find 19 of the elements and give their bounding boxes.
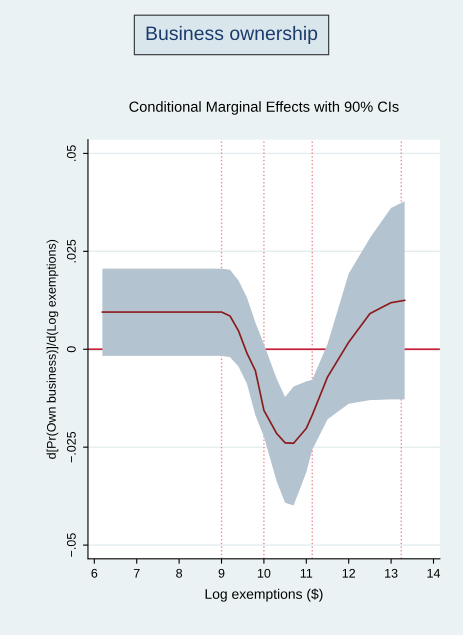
x-tick-label: 11 bbox=[300, 568, 312, 578]
x-tick-label: 14 bbox=[427, 568, 440, 578]
chart-title: Business ownership bbox=[146, 26, 318, 44]
x-tick-label: 10 bbox=[258, 568, 270, 578]
x-tick-label: 8 bbox=[176, 568, 182, 578]
chart-subtitle: Conditional Marginal Effects with 90% CIs bbox=[129, 101, 399, 115]
y-tick-label: .05 bbox=[66, 145, 76, 161]
x-tick-label: 7 bbox=[134, 568, 140, 578]
x-tick-label: 6 bbox=[91, 568, 98, 578]
y-tick-label: 0 bbox=[66, 346, 76, 352]
y-tick-label: .025 bbox=[66, 240, 76, 262]
x-tick-label: 12 bbox=[342, 568, 356, 578]
y-tick-label: −.025 bbox=[66, 432, 76, 462]
x-axis-title: Log exemptions ($) bbox=[206, 588, 322, 602]
x-tick-label: 13 bbox=[385, 568, 398, 578]
y-tick-label: −.05 bbox=[66, 533, 76, 557]
line-series bbox=[102, 299, 406, 444]
y-axis-title: d[Pr(Own business)]/d(Log exemptions) bbox=[46, 240, 58, 459]
x-tick-label: 9 bbox=[218, 568, 224, 578]
